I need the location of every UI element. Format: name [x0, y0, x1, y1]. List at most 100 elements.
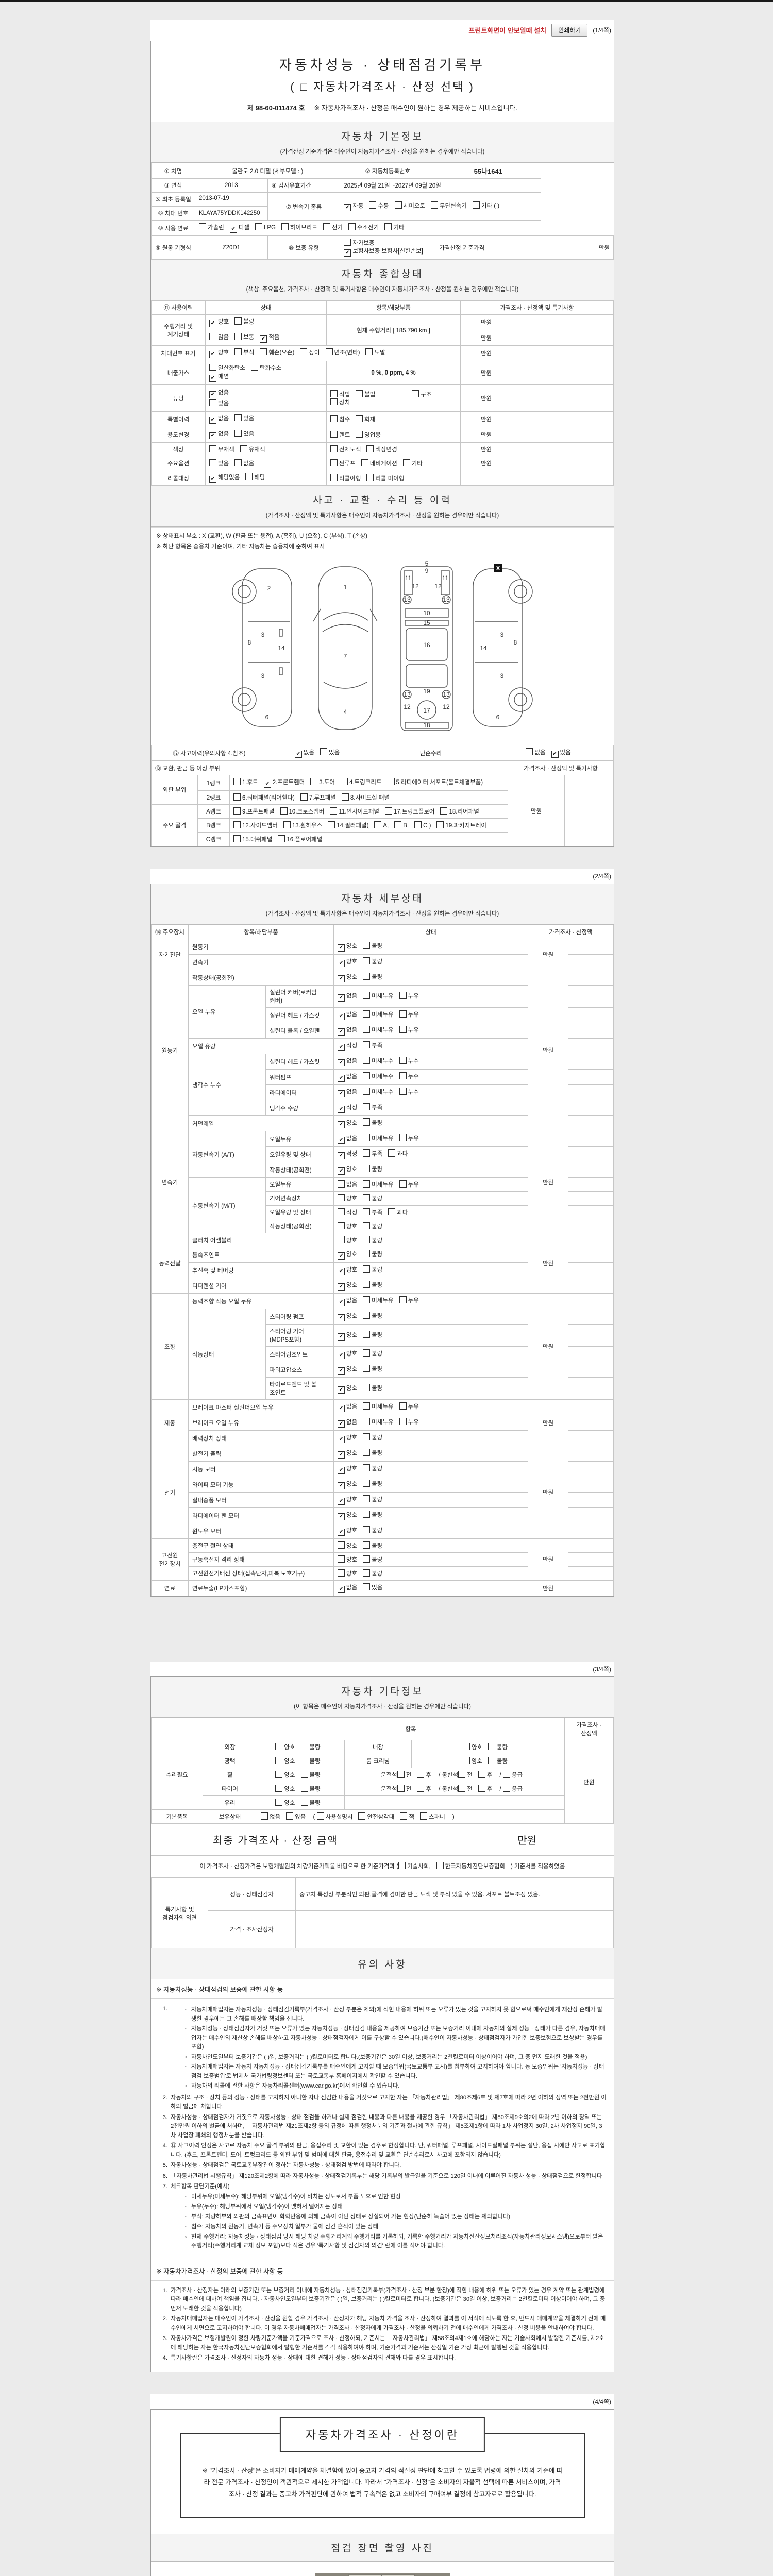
- state-checkbox[interactable]: [399, 1296, 407, 1304]
- special-history-detail-checkbox[interactable]: [356, 415, 363, 422]
- fuel-checkbox[interactable]: [323, 223, 330, 230]
- emission-checkbox[interactable]: ✔: [209, 375, 216, 382]
- roomclean-checkbox[interactable]: [488, 1757, 495, 1765]
- state-checkbox[interactable]: ✔: [338, 1075, 345, 1082]
- rank1-checkbox[interactable]: [387, 778, 395, 786]
- glass-checkbox[interactable]: [275, 1799, 283, 1806]
- state-checkbox[interactable]: [363, 1088, 371, 1095]
- usage-change-checkbox[interactable]: [234, 430, 242, 437]
- state-checkbox[interactable]: [363, 1250, 371, 1258]
- polish-checkbox[interactable]: [275, 1757, 283, 1765]
- state-checkbox[interactable]: [363, 1026, 371, 1033]
- transmission-checkbox[interactable]: [394, 201, 402, 209]
- tuning-checkbox[interactable]: [209, 399, 216, 406]
- state-checkbox[interactable]: [363, 1236, 371, 1244]
- state-checkbox[interactable]: ✔: [338, 1352, 345, 1360]
- usage-change-detail-checkbox[interactable]: [356, 430, 363, 438]
- fuel-checkbox[interactable]: [281, 223, 289, 230]
- tire-driver-front-checkbox[interactable]: [397, 1785, 405, 1792]
- state-checkbox[interactable]: [338, 1180, 345, 1188]
- vin-mark-checkbox[interactable]: [234, 348, 242, 355]
- state-checkbox[interactable]: [363, 1103, 371, 1111]
- state-checkbox[interactable]: [363, 1072, 371, 1080]
- state-checkbox[interactable]: [399, 1010, 407, 1018]
- polish-checkbox[interactable]: [300, 1757, 308, 1765]
- rankC-checkbox[interactable]: [233, 835, 241, 843]
- state-checkbox[interactable]: ✔: [338, 1386, 345, 1394]
- roomclean-checkbox[interactable]: [462, 1757, 470, 1765]
- usage-change-checkbox[interactable]: ✔: [209, 432, 216, 439]
- rankB-checkbox[interactable]: [394, 821, 402, 829]
- state-checkbox[interactable]: [363, 973, 371, 980]
- special-history-checkbox[interactable]: ✔: [209, 417, 216, 424]
- state-checkbox[interactable]: [338, 1208, 345, 1216]
- tire-passenger-front-checkbox[interactable]: [458, 1785, 466, 1792]
- state-checkbox[interactable]: ✔: [338, 1028, 345, 1036]
- state-checkbox[interactable]: [363, 1118, 371, 1126]
- rankB-checkbox[interactable]: [414, 821, 422, 829]
- state-checkbox[interactable]: [363, 1433, 371, 1441]
- glass-checkbox[interactable]: [300, 1799, 308, 1806]
- state-checkbox[interactable]: ✔: [338, 1152, 345, 1160]
- fuel-checkbox[interactable]: [255, 223, 262, 230]
- fuel-checkbox[interactable]: [384, 223, 392, 230]
- state-checkbox[interactable]: [363, 1312, 371, 1319]
- state-checkbox[interactable]: ✔: [338, 1167, 345, 1175]
- state-checkbox[interactable]: ✔: [338, 1283, 345, 1291]
- state-checkbox[interactable]: ✔: [338, 960, 345, 968]
- rankB-checkbox[interactable]: [283, 821, 291, 829]
- state-checkbox[interactable]: [363, 1541, 371, 1549]
- hold-item-checkbox[interactable]: [419, 1812, 427, 1820]
- wheel-checkbox[interactable]: [275, 1771, 283, 1778]
- wheel-passenger-rear-checkbox[interactable]: [478, 1771, 485, 1778]
- tuning-type-checkbox[interactable]: [330, 398, 338, 405]
- rankA-checkbox[interactable]: [330, 807, 338, 815]
- print-button[interactable]: 인쇄하기: [551, 24, 588, 37]
- state-checkbox[interactable]: [399, 1134, 407, 1142]
- state-checkbox[interactable]: [363, 1265, 371, 1273]
- mileage-amount-checkbox[interactable]: [234, 333, 242, 340]
- state-checkbox[interactable]: [363, 1165, 371, 1173]
- state-checkbox[interactable]: ✔: [338, 1106, 345, 1113]
- tire-checkbox[interactable]: [275, 1785, 283, 1792]
- state-checkbox[interactable]: [363, 1449, 371, 1456]
- state-checkbox[interactable]: [363, 1194, 371, 1202]
- hold-item-checkbox[interactable]: [358, 1812, 366, 1820]
- state-checkbox[interactable]: [399, 1088, 407, 1095]
- hold-item-checkbox[interactable]: [400, 1812, 408, 1820]
- fuel-checkbox[interactable]: [348, 223, 356, 230]
- mileage-status-checkbox[interactable]: ✔: [209, 320, 216, 327]
- state-checkbox[interactable]: ✔: [338, 1268, 345, 1276]
- transmission-checkbox[interactable]: ✔: [344, 204, 351, 211]
- state-checkbox[interactable]: ✔: [338, 1137, 345, 1144]
- state-checkbox[interactable]: [363, 1222, 371, 1230]
- color-checkbox[interactable]: [209, 445, 216, 452]
- rankB-checkbox[interactable]: [436, 821, 444, 829]
- color-detail-checkbox[interactable]: [366, 445, 374, 452]
- main-option-checkbox[interactable]: [234, 459, 242, 466]
- tuning-type-checkbox[interactable]: [412, 389, 419, 397]
- state-checkbox[interactable]: [399, 1180, 407, 1188]
- state-checkbox[interactable]: [363, 1511, 371, 1518]
- state-checkbox[interactable]: [363, 1418, 371, 1426]
- warranty-checkbox[interactable]: [344, 239, 351, 246]
- color-detail-checkbox[interactable]: [330, 445, 338, 452]
- state-checkbox[interactable]: [363, 1180, 371, 1188]
- state-checkbox[interactable]: [363, 1208, 371, 1216]
- color-checkbox[interactable]: [240, 445, 247, 452]
- state-checkbox[interactable]: ✔: [338, 1090, 345, 1098]
- state-checkbox[interactable]: [399, 991, 407, 999]
- main-option-detail-checkbox[interactable]: [402, 459, 410, 466]
- state-checkbox[interactable]: ✔: [338, 1252, 345, 1260]
- main-option-checkbox[interactable]: [209, 459, 216, 466]
- rank1-checkbox[interactable]: [233, 778, 241, 786]
- state-checkbox[interactable]: [363, 1149, 371, 1157]
- tire-emergency-checkbox[interactable]: [502, 1785, 510, 1792]
- rank2-checkbox[interactable]: [300, 793, 308, 801]
- state-checkbox[interactable]: [363, 1134, 371, 1142]
- main-option-detail-checkbox[interactable]: [330, 459, 338, 466]
- state-checkbox[interactable]: [363, 957, 371, 965]
- transmission-checkbox[interactable]: [472, 201, 480, 209]
- rank1-checkbox[interactable]: [310, 778, 318, 786]
- state-checkbox[interactable]: ✔: [338, 1367, 345, 1375]
